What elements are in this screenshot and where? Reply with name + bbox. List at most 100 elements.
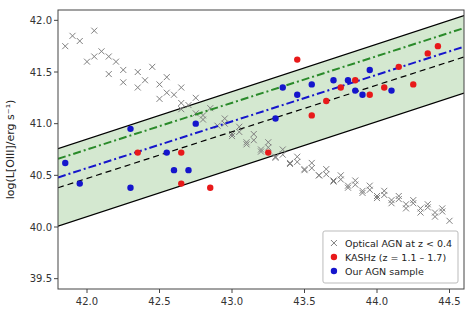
legend-label: Optical AGN at z < 0.4 bbox=[345, 238, 452, 249]
line bbox=[58, 47, 464, 178]
point bbox=[185, 167, 191, 173]
legend-label: Our AGN sample bbox=[345, 266, 424, 277]
point bbox=[316, 172, 322, 178]
legend: Optical AGN at z < 0.4 KASHz (z = 1.1 – 1… bbox=[323, 231, 458, 283]
point bbox=[178, 106, 184, 112]
point bbox=[323, 171, 329, 177]
point bbox=[381, 84, 387, 90]
legend-marker bbox=[331, 268, 337, 274]
point bbox=[330, 77, 336, 83]
tick-label: 42.5 bbox=[148, 296, 170, 307]
point bbox=[84, 59, 90, 65]
point bbox=[120, 79, 126, 85]
point bbox=[396, 196, 402, 202]
scatter-series bbox=[135, 43, 442, 191]
point bbox=[77, 38, 83, 44]
point bbox=[360, 188, 366, 194]
point bbox=[273, 155, 279, 161]
tick-label: 42.0 bbox=[76, 296, 98, 307]
point bbox=[338, 84, 344, 90]
point bbox=[309, 160, 315, 166]
tick-label: 40.0 bbox=[30, 222, 52, 233]
point bbox=[410, 200, 416, 206]
point bbox=[403, 201, 409, 207]
y-axis-label: log(L[OIII]/erg s⁻¹) bbox=[4, 100, 17, 200]
point bbox=[142, 77, 148, 83]
point bbox=[106, 71, 112, 77]
scatter-series bbox=[62, 28, 452, 224]
point bbox=[338, 176, 344, 182]
point bbox=[389, 197, 395, 203]
point bbox=[432, 210, 438, 216]
shaded-band bbox=[58, 16, 464, 227]
point bbox=[425, 50, 431, 56]
point bbox=[359, 92, 365, 98]
point bbox=[302, 166, 308, 172]
point bbox=[229, 133, 235, 139]
chart: 39.540.040.541.041.542.042.042.543.043.5… bbox=[0, 0, 474, 317]
point bbox=[294, 154, 300, 160]
point bbox=[396, 64, 402, 70]
point bbox=[164, 149, 170, 155]
point bbox=[323, 166, 329, 172]
legend-label: KASHz (z = 1.1 – 1.7) bbox=[345, 252, 446, 263]
point bbox=[222, 116, 228, 122]
tick-label: 42.0 bbox=[30, 15, 52, 26]
point bbox=[99, 48, 105, 54]
point bbox=[280, 84, 286, 90]
point bbox=[113, 59, 119, 65]
point bbox=[294, 56, 300, 62]
legend-marker bbox=[331, 254, 337, 260]
point bbox=[345, 183, 351, 189]
tick-label: 43.5 bbox=[293, 296, 315, 307]
point bbox=[127, 126, 133, 132]
point bbox=[294, 159, 300, 165]
point bbox=[410, 81, 416, 87]
point bbox=[178, 85, 184, 91]
tick bbox=[304, 289, 305, 293]
point bbox=[287, 161, 293, 167]
point bbox=[418, 205, 424, 211]
point bbox=[193, 95, 199, 101]
tick bbox=[54, 123, 58, 124]
point bbox=[425, 201, 431, 207]
tick-label: 41.5 bbox=[30, 67, 52, 78]
point bbox=[374, 193, 380, 199]
point bbox=[251, 131, 257, 137]
point bbox=[309, 112, 315, 118]
point bbox=[439, 209, 445, 215]
point bbox=[352, 182, 358, 188]
line bbox=[58, 28, 464, 159]
point bbox=[178, 100, 184, 106]
point bbox=[331, 179, 337, 185]
point bbox=[367, 92, 373, 98]
tick bbox=[54, 175, 58, 176]
point bbox=[388, 87, 394, 93]
point bbox=[435, 43, 441, 49]
point bbox=[171, 167, 177, 173]
tick bbox=[54, 278, 58, 279]
tick bbox=[232, 289, 233, 293]
tick bbox=[87, 289, 88, 293]
point bbox=[309, 165, 315, 171]
point bbox=[272, 115, 278, 121]
point bbox=[316, 172, 322, 178]
point bbox=[280, 152, 286, 158]
point bbox=[302, 167, 308, 173]
point bbox=[186, 102, 192, 108]
point bbox=[251, 137, 257, 143]
tick-label: 43.0 bbox=[221, 296, 243, 307]
tick bbox=[377, 289, 378, 293]
point bbox=[287, 160, 293, 166]
point bbox=[200, 117, 206, 123]
point bbox=[352, 77, 358, 83]
point bbox=[171, 92, 177, 98]
point bbox=[70, 33, 76, 39]
legend-marker bbox=[331, 240, 337, 246]
tick bbox=[54, 72, 58, 73]
point bbox=[157, 81, 163, 87]
point bbox=[120, 67, 126, 73]
point bbox=[309, 81, 315, 87]
point bbox=[367, 67, 373, 73]
legend-box bbox=[323, 231, 458, 283]
